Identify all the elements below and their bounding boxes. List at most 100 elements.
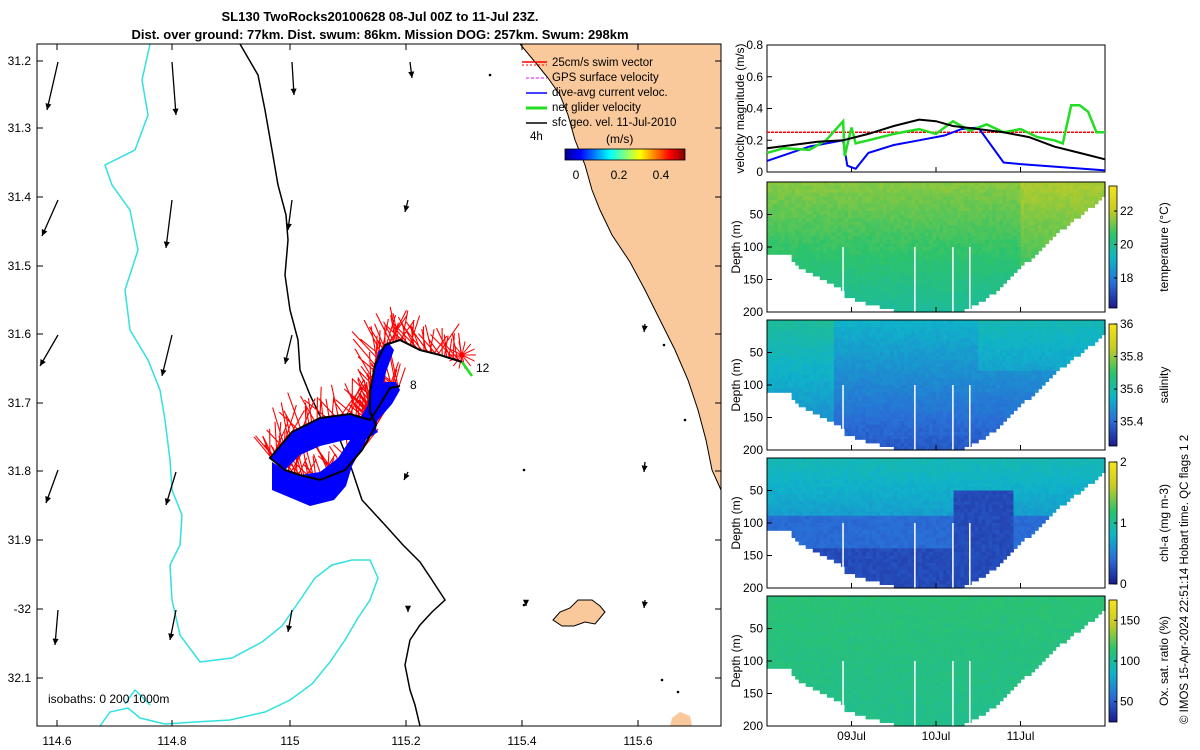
title-line-2: Dist. over ground: 77km. Dist. swum: 86k… [131,27,628,42]
heat-cell [953,290,958,295]
heat-cell [830,218,835,223]
heat-cell [1024,243,1029,248]
heat-cell [851,239,856,244]
heat-cell [876,413,881,419]
heat-cell [964,341,969,346]
heat-cell [802,385,807,390]
heat-cell [855,265,860,270]
heat-cell [960,210,965,216]
heat-cell [1020,388,1025,393]
heat-cell [929,424,934,429]
heat-cell [907,395,912,400]
heat-cell [904,192,909,197]
dive-avg-current-ribbon-2 [270,414,378,470]
heat-cell [1038,247,1043,252]
heat-cell [918,385,923,390]
heat-cell [925,185,930,190]
heat-cell [950,356,955,361]
heat-cell [1038,207,1043,212]
heat-cell [999,421,1004,426]
heat-cell [1009,327,1014,332]
heat-cell [879,320,884,325]
heat-cell [953,363,958,368]
heat-cell [929,214,934,219]
heat-cell [819,410,824,415]
heat-cell [872,286,877,291]
heat-cell [1009,243,1014,248]
heat-cell [890,207,895,212]
heat-cell [826,196,831,201]
heat-cell [939,428,944,433]
heat-cell [840,228,845,234]
heat-cell [1055,203,1060,208]
heat-cell [995,265,1000,270]
heat-cell [1006,345,1011,350]
heat-cell [936,435,941,440]
heat-cell [897,431,902,437]
heat-cell [992,417,997,422]
heat-cell [876,232,881,237]
heat-cell [904,381,909,386]
heat-cell [964,275,969,281]
heat-cell [914,320,919,325]
heat-cell [791,334,796,339]
heat-cell [921,203,926,208]
heat-cell [1024,320,1029,325]
heat-cell [907,286,912,291]
heat-cell [886,290,891,295]
heat-cell [809,239,814,244]
heat-cell [918,182,923,187]
sfc-arrow-head [45,103,52,110]
heat-cell [960,304,965,309]
heat-cell [904,377,909,382]
heat-cell [995,413,1000,419]
heat-cell [791,359,796,364]
heat-cell [883,189,888,194]
heat-cell [830,348,835,354]
heat-cell [1031,225,1036,230]
heat-cell [921,395,926,400]
heat-cell [1024,221,1029,226]
heat-cell [936,283,941,288]
heat-cell [869,356,874,361]
heat-cell [869,399,874,404]
heat-cell [914,272,919,277]
heat-cell [946,374,951,379]
heat-cell [848,286,853,291]
heat-cell [900,275,905,281]
heat-cell [932,435,937,440]
heat-cell [788,388,793,393]
heat-cell [907,377,912,382]
map-ytick-label: 31.9 [8,533,32,547]
heat-cell [795,370,800,375]
heat-cell [805,334,810,339]
heat-cell [946,366,951,372]
heat-cell [992,225,997,230]
heat-cell [900,301,905,306]
heat-cell [788,377,793,382]
heat-cell [893,261,898,266]
heat-cell [939,381,944,386]
heat-cell [936,221,941,226]
heat-cell [1020,192,1025,197]
heat-cell [988,228,993,234]
heat-cell [795,399,800,404]
heat-cell [890,272,895,277]
heat-cell [964,232,969,237]
heat-cell [964,196,969,201]
heat-cell [904,424,909,429]
heat-cell [823,356,828,361]
heat-cell [1073,214,1078,219]
heat-cell [964,214,969,219]
heat-cell [988,185,993,190]
heat-cell [939,200,944,205]
heat-cell [876,239,881,244]
heat-cell [1038,196,1043,201]
heat-cell [830,268,835,273]
heat-cell [918,410,923,415]
heat-cell [900,366,905,372]
heat-cell [833,200,838,205]
heat-cell [904,417,909,422]
heat-cell [1094,192,1099,197]
heat-cell [932,286,937,291]
